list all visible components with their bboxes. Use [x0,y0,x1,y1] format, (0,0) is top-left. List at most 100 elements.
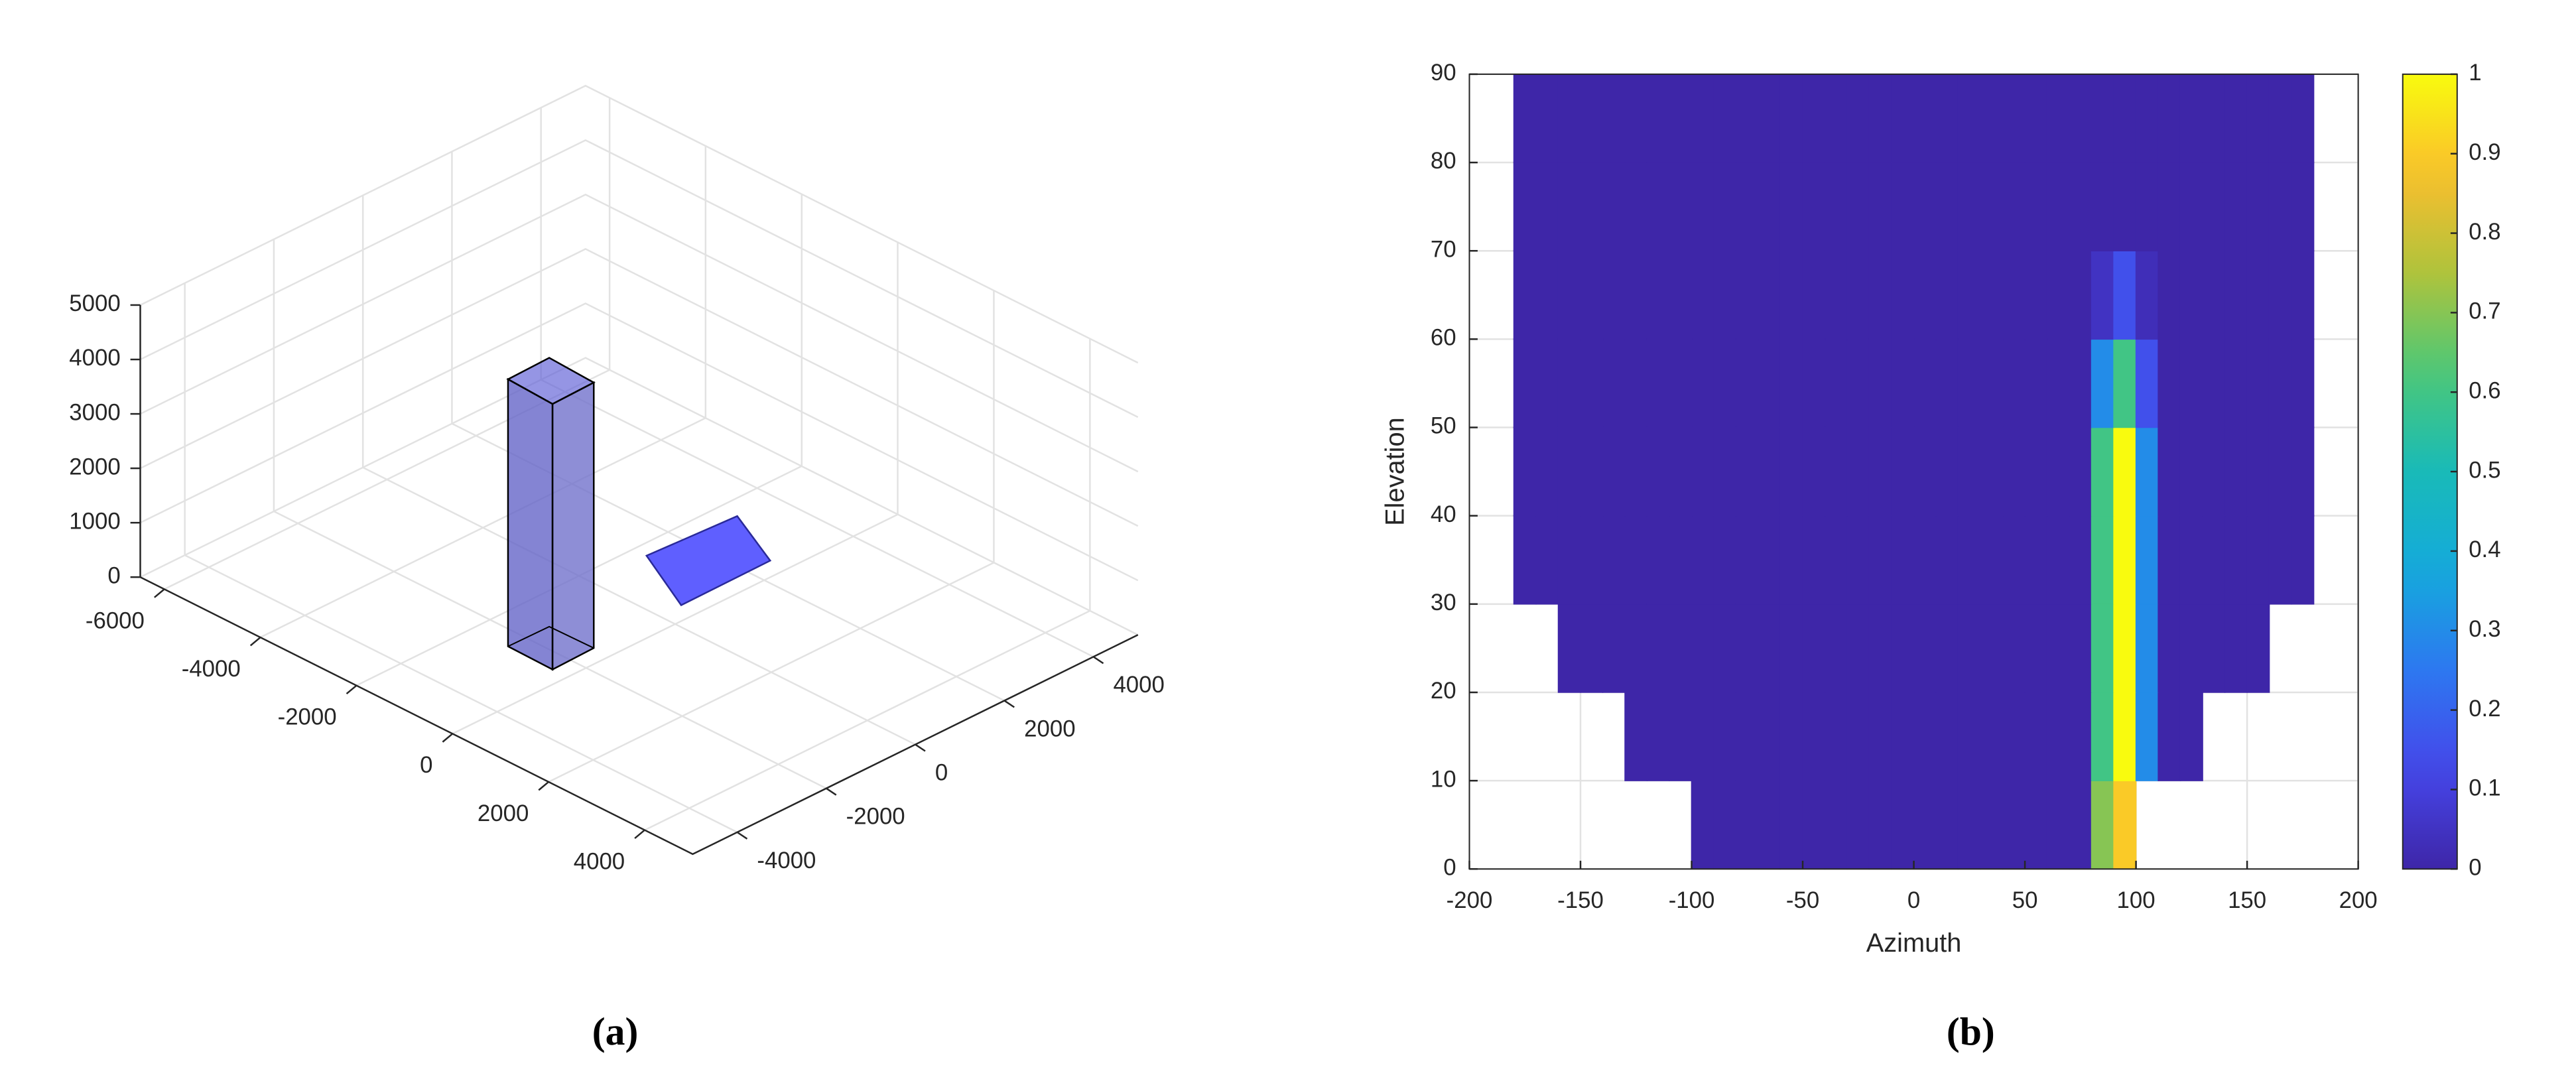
heatmap-cell [1758,604,1781,693]
heatmap-cell [1646,74,1670,163]
heatmap-cell [2002,162,2026,251]
y-tick-label: 60 [1431,325,1456,351]
heatmap-cell [2113,74,2137,163]
heatmap-cell [2002,515,2026,605]
y-tick [826,787,837,796]
y-tick-label: 70 [1431,236,1456,262]
colorbar [2402,73,2458,870]
heatmap-cell [2291,338,2315,428]
heatmap-cell [1713,74,1737,163]
heatmap-cell [1868,250,1892,340]
heatmap-cell [2157,162,2181,251]
heatmap-cell [2202,604,2226,693]
heatmap-cell [1868,338,1892,428]
heatmap-cell [2069,692,2093,781]
x-tick [346,684,357,695]
heatmap-cell [1646,692,1670,781]
heatmap-cell [1535,426,1559,517]
heatmap-cell [1624,162,1648,251]
heatmap-cell [1802,515,1826,605]
heatmap-cell [2091,515,2114,605]
colorbar-tick-label: 0.9 [2469,139,2500,165]
heatmap-cell [2135,250,2159,340]
heatmap-cell [1513,338,1537,428]
heatmap-cell [1846,515,1870,605]
heatmap-cell [2179,338,2203,428]
heatmap-cell [1779,692,1803,781]
heatmap-cell [1557,74,1581,163]
heatmap-cell [2246,162,2270,251]
heatmap-cell [2091,74,2114,163]
heatmap-cell [1691,426,1714,517]
z-tick-label: 4000 [69,345,120,371]
heatmap-cell [1802,338,1826,428]
heatmap-cell [2002,604,2026,693]
colorbar-tick-label: 0 [2469,854,2481,880]
x-tick [154,588,165,598]
heatmap-cell [2113,250,2137,340]
heatmap-cell [2113,338,2137,428]
heatmap-cell [2179,515,2203,605]
heatmap-cell [2268,162,2292,251]
heatmap-cell [1735,162,1759,251]
heatmap-cell [1735,426,1759,517]
heatmap-cell [2246,338,2270,428]
heatmap-cell [1957,250,1981,340]
heatmap-cell [1602,604,1626,693]
heatmap-cell [1868,604,1892,693]
axis-line [139,304,1139,856]
heatmap-cell [2046,692,2070,781]
heatmap-cell [1669,162,1693,251]
heatmap-cell [2224,604,2248,693]
heatmap-cell [2157,692,2181,781]
heatmap-cell [1557,515,1581,605]
heatmap-cell [1779,338,1803,428]
heatmap-cell [1802,780,1826,870]
x-tick-label: 50 [2012,887,2038,913]
heatmap-cell [1713,604,1737,693]
heatmap-cell [1535,162,1559,251]
heatmap-cell [1846,780,1870,870]
heatmap-cell [1580,426,1604,517]
heatmap-cell [1980,515,2004,605]
heatmap-cell [1957,426,1981,517]
heatmap-cell [1846,338,1870,428]
heatmap-cell [2046,604,2070,693]
heatmap-cell [2091,338,2114,428]
heatmap-cell [2179,426,2203,517]
y-tick-label: 10 [1431,766,1456,792]
grid-line [139,193,1139,473]
heatmap-cell [2002,426,2026,517]
heatmap-cell [2202,426,2226,517]
heatmap-cell [1735,515,1759,605]
heatmap-cell [1957,780,1981,870]
heatmap-cell [1891,250,1915,340]
heatmap-cell [1691,250,1714,340]
heatmap-cell [2179,162,2203,251]
heatmap-cell [2024,604,2048,693]
heatmap-cell [2202,162,2226,251]
heatmap-cell [1735,250,1759,340]
grid-line [139,84,1139,364]
heatmap-cell [1980,162,2004,251]
heatmap-cell [1846,162,1870,251]
heatmap-cell [1580,162,1604,251]
y-tick-label: 2000 [1024,716,1075,741]
heatmap-cell [2024,515,2048,605]
heatmap-cell [1669,250,1693,340]
x-tick [249,637,261,647]
heatmap-cell [1824,692,1848,781]
heatmap-cell [1735,74,1759,163]
heatmap-cell [2224,74,2248,163]
heatmap-cell [1846,604,1870,693]
x-tick [634,829,645,839]
heatmap-cell [1980,426,2004,517]
heatmap-cell [1624,426,1648,517]
heatmap-cell [2024,338,2048,428]
heatmap-cell [1802,162,1826,251]
grid-line [139,139,1139,418]
heatmap-cell [1913,604,1937,693]
heatmap-cell [1669,692,1693,781]
heatmap-cell [2046,780,2070,870]
